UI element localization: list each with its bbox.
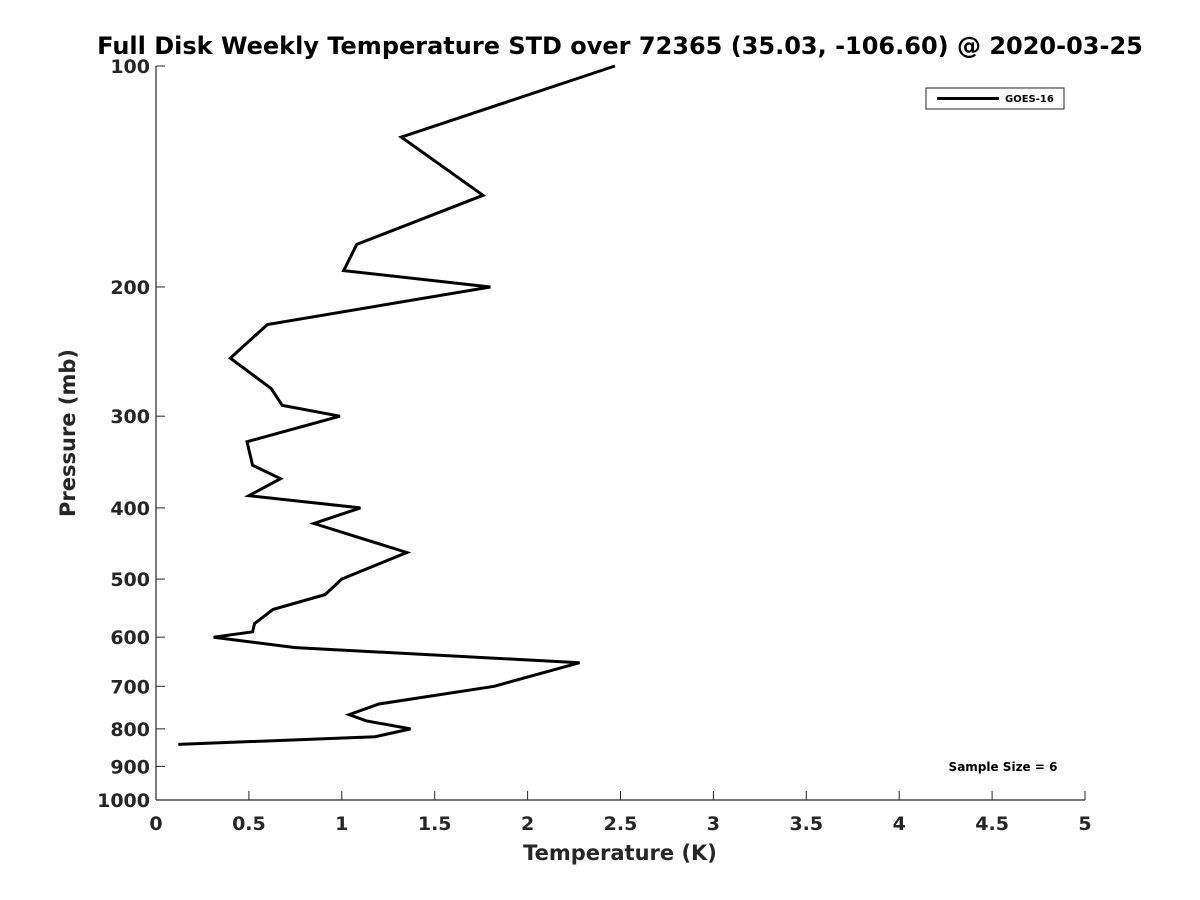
y-tick-label: 400 [110,498,150,520]
x-tick-label: 1.5 [418,813,452,835]
sample-size-annotation: Sample Size = 6 [949,760,1058,774]
chart-title: Full Disk Weekly Temperature STD over 72… [97,32,1143,60]
legend: GOES-16 [925,87,1065,110]
series-layer [178,64,616,746]
x-tick-label: 3 [707,813,720,835]
x-tick-label: 4.5 [975,813,1009,835]
x-axis: 0 0.5 1 1.5 2 2.5 3 3.5 4 4.5 5 [149,791,1092,835]
y-tick-label: 800 [110,719,150,741]
y-tick-label: 200 [110,277,150,299]
x-tick-label: 2.5 [604,813,638,835]
y-tick-label: 700 [110,676,150,698]
y-tick-label: 500 [110,569,150,591]
x-axis-title: Temperature (K) [523,841,717,865]
x-tick-label: 2 [521,813,534,835]
series-line-goes-16 [178,64,616,746]
y-axis-title: Pressure (mb) [56,349,80,517]
x-tick-label: 3.5 [789,813,823,835]
legend-label-goes-16: GOES-16 [1005,94,1054,105]
y-tick-label: 1000 [97,790,150,812]
x-tick-label: 0 [149,813,162,835]
y-tick-label: 300 [110,406,150,428]
x-tick-label: 0.5 [232,813,266,835]
x-tick-label: 5 [1078,813,1091,835]
x-tick-label: 4 [893,813,906,835]
y-tick-label: 600 [110,627,150,649]
x-tick-label: 1 [335,813,348,835]
y-tick-label: 100 [110,56,150,78]
y-tick-label: 900 [110,756,150,778]
y-axis: 100 200 300 400 500 600 700 800 900 1000 [97,56,165,812]
